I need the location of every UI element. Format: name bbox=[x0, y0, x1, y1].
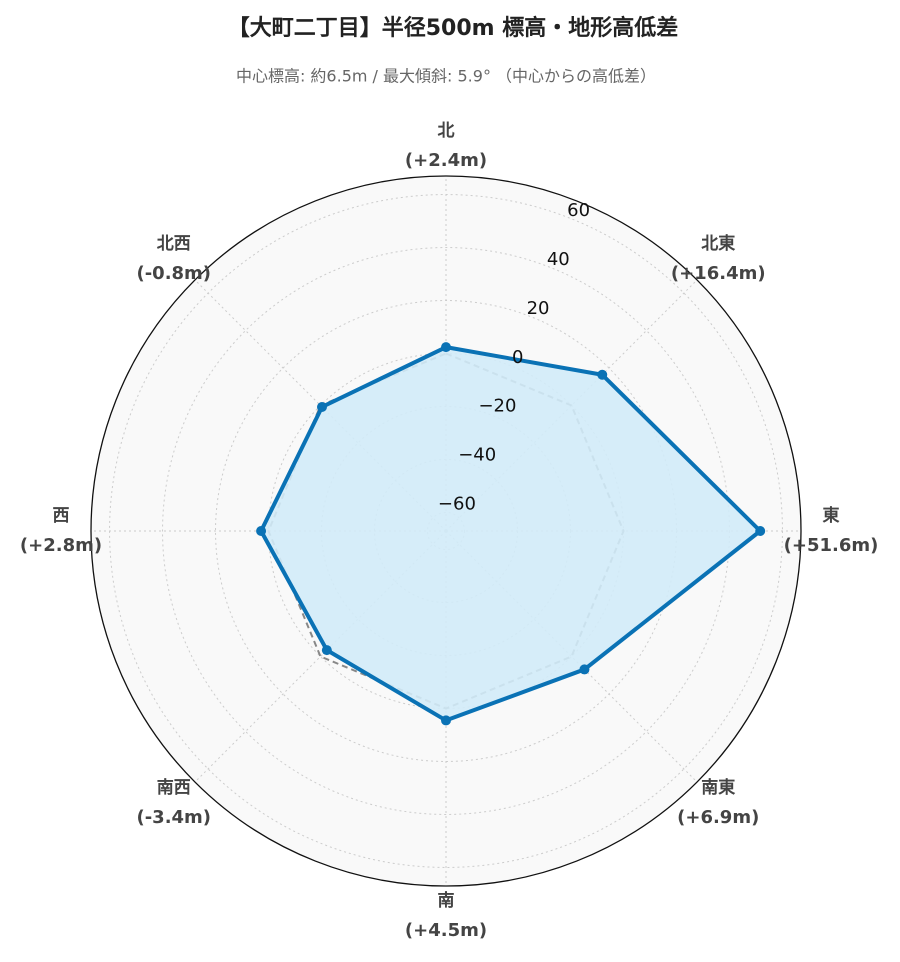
data-point bbox=[755, 526, 766, 536]
data-point bbox=[597, 369, 608, 380]
category-label: 北東 bbox=[701, 233, 735, 254]
plot-border bbox=[90, 175, 802, 887]
data-point bbox=[441, 342, 451, 353]
data-point bbox=[579, 664, 590, 675]
value-label: (+6.9m) bbox=[677, 807, 759, 828]
spoke bbox=[194, 279, 447, 532]
data-point bbox=[321, 645, 332, 656]
spoke bbox=[445, 530, 698, 783]
data-point bbox=[441, 715, 451, 726]
value-label: (-0.8m) bbox=[136, 263, 211, 284]
value-label: (+2.4m) bbox=[405, 150, 487, 171]
r-tick-label: 40 bbox=[547, 249, 570, 270]
spoke bbox=[445, 279, 698, 532]
category-label: 東 bbox=[823, 505, 840, 526]
r-tick-label: 20 bbox=[527, 298, 550, 319]
value-label: (+51.6m) bbox=[784, 535, 879, 556]
chart-subtitle: 中心標高: 約6.5m / 最大傾斜: 5.9° （中心からの高低差） bbox=[236, 67, 656, 86]
value-label: (-3.4m) bbox=[136, 807, 211, 828]
r-tick-label: −40 bbox=[458, 445, 496, 466]
chart-title: 【大町二丁目】半径500m 標高・地形高低差 bbox=[228, 15, 679, 41]
category-label: 北 bbox=[438, 121, 455, 141]
category-label: 南西 bbox=[157, 777, 191, 798]
r-tick-label: −60 bbox=[438, 494, 476, 515]
data-point bbox=[256, 526, 267, 536]
r-tick-label: 0 bbox=[512, 347, 523, 368]
r-tick-label: 60 bbox=[567, 200, 590, 221]
category-label: 北西 bbox=[157, 234, 191, 254]
category-label: 南 bbox=[438, 890, 455, 911]
value-label: (+2.8m) bbox=[20, 535, 102, 556]
data-point bbox=[316, 401, 327, 412]
spoke bbox=[194, 530, 447, 783]
value-label: (+4.5m) bbox=[405, 920, 487, 941]
category-label: 南東 bbox=[701, 777, 735, 798]
value-label: (+16.4m) bbox=[671, 263, 766, 284]
r-tick-label: −20 bbox=[478, 396, 516, 417]
category-label: 西 bbox=[53, 506, 70, 526]
